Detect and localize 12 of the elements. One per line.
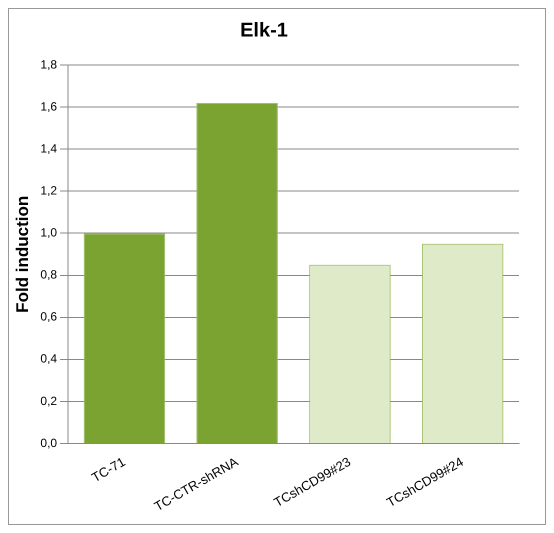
y-tick-label: 0,0 [40, 436, 58, 450]
y-axis-title: Fold induction [12, 196, 32, 313]
y-tick-label: 0,8 [40, 268, 58, 282]
y-tick-label: 0,2 [40, 394, 58, 408]
y-tick-label: 1,2 [40, 183, 58, 198]
y-tick-label: 0,4 [40, 352, 58, 366]
y-tick-label: 0,6 [40, 310, 58, 324]
y-tick-label: 1,0 [40, 226, 58, 240]
y-tick-label: 1,6 [40, 99, 58, 114]
chart-title: Elk-1 [240, 20, 288, 42]
y-tick-label: 1,8 [40, 57, 58, 72]
y-tick-label: 1,4 [40, 141, 58, 156]
